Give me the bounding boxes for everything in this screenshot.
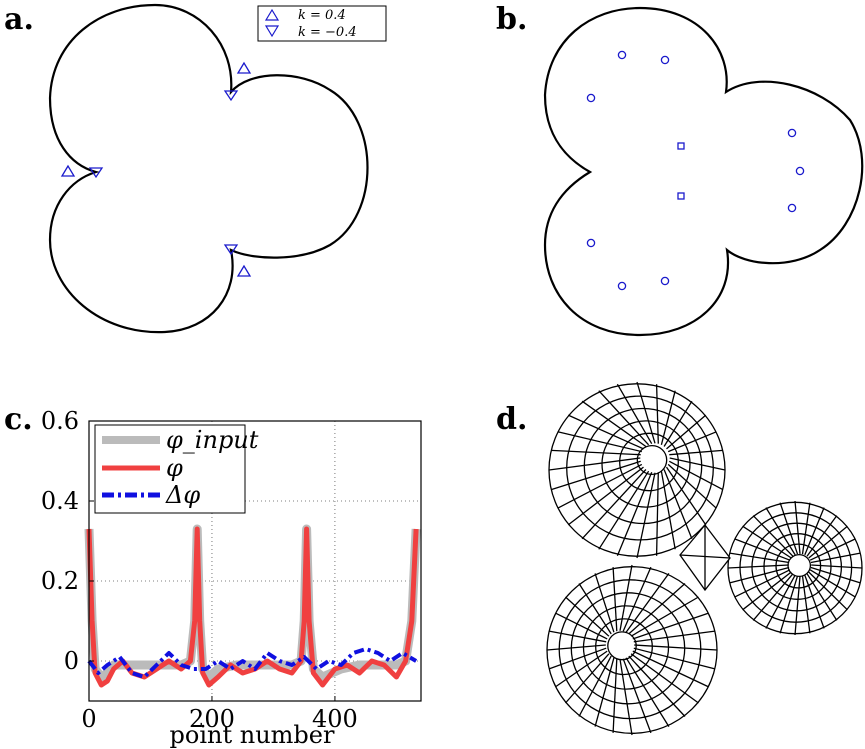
circle-marker <box>787 128 797 138</box>
chart-ticks: 0 0.2 0.4 0.6 0 200 400 <box>41 407 358 733</box>
panel-label-a: a. <box>4 2 34 37</box>
circle-marker <box>660 55 670 65</box>
series-line <box>86 526 419 688</box>
square-marker <box>677 142 685 150</box>
down-triangle-marker <box>223 90 239 102</box>
circle-marker <box>787 203 797 213</box>
smooth-trefoil-boundary <box>543 6 864 337</box>
down-triangle-marker <box>88 167 104 179</box>
circle-marker <box>617 281 627 291</box>
x-tick-label: 400 <box>312 705 358 733</box>
series-line <box>87 647 418 679</box>
up-triangle-marker <box>236 61 252 74</box>
chart-c: 0 0.2 0.4 0.6 0 200 400 point number φ_input φ… <box>41 407 422 749</box>
panel-label-d: d. <box>496 402 528 437</box>
legend-delta-phi: Δφ <box>165 481 200 509</box>
y-tick-label: 0.6 <box>41 407 79 435</box>
x-tick-label: 200 <box>189 705 235 733</box>
legend-k-positive: k = 0.4 <box>298 8 346 23</box>
panel-a-shape: k = 0.4 k = −0.4 <box>48 3 387 334</box>
k-markers <box>60 61 252 277</box>
down-triangle-marker <box>223 244 239 256</box>
chart-legend: φ_input φ Δφ <box>94 424 259 514</box>
plot-frame <box>88 420 422 702</box>
panel-label-b: b. <box>496 2 528 37</box>
legend-phi: φ <box>166 454 183 482</box>
x-axis-label: point number <box>170 721 335 749</box>
circle-marker <box>586 238 596 248</box>
y-tick-label: 0.4 <box>41 487 79 515</box>
up-triangle-marker <box>60 164 76 177</box>
panel-b-shape <box>543 6 864 337</box>
legend-k-negative: k = −0.4 <box>298 25 357 40</box>
panel-label-c: c. <box>4 402 33 437</box>
legend-phi-input: φ_input <box>166 426 259 454</box>
circle-marker <box>617 50 627 60</box>
trefoil-boundary <box>48 3 369 334</box>
circle-marker <box>586 93 596 103</box>
x-tick-label: 0 <box>81 705 96 733</box>
y-tick-label: 0.2 <box>41 567 79 595</box>
y-tick-label: 0 <box>64 647 79 675</box>
source-points <box>586 50 805 291</box>
chart-series <box>84 524 421 688</box>
mesh-lines <box>546 381 863 736</box>
legend-box: k = 0.4 k = −0.4 <box>257 5 387 42</box>
circle-marker <box>660 276 670 286</box>
up-triangle-marker <box>236 264 252 277</box>
square-marker <box>677 192 685 200</box>
circle-marker <box>795 166 805 176</box>
